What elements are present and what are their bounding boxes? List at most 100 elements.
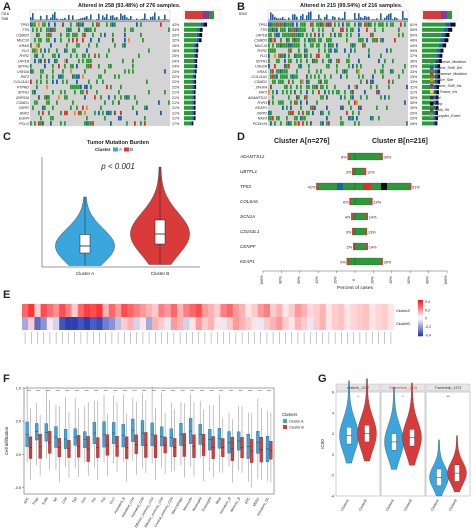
mutation-cell xyxy=(348,58,350,64)
heat-cell xyxy=(152,317,159,330)
mutation-cell xyxy=(272,22,274,27)
mutation-cell xyxy=(358,38,360,43)
x-tick-label: CD8 xyxy=(61,496,68,504)
bar-right-accent xyxy=(364,228,367,235)
heat-cell xyxy=(164,317,171,330)
heat-cell xyxy=(40,304,47,317)
colorbar-tick: -0.2 xyxy=(425,325,431,329)
mutation-cell xyxy=(346,74,348,79)
gene-bar-missense xyxy=(422,53,437,58)
y-tick-label: 2 xyxy=(332,432,334,436)
heat-cell xyxy=(152,304,159,317)
mutation-cell xyxy=(316,22,318,27)
mutation-cell xyxy=(100,95,102,100)
tmb-bar xyxy=(282,16,284,20)
x-tick-label: Cluster A xyxy=(76,271,94,276)
mutation-cell xyxy=(308,84,310,90)
gene-label: KEAP1 xyxy=(255,106,267,110)
oncoplot-b: 8000 TP53 61% TTN 55% LRP1B 50% CSMD3 48% MUC16 44… xyxy=(239,9,467,126)
mutation-cell xyxy=(306,110,308,116)
gene-bar-other xyxy=(445,33,450,37)
mutation-cell xyxy=(110,110,112,116)
gene-bar-other xyxy=(193,95,196,100)
gene-percent: 29% xyxy=(410,117,418,121)
heat-cell xyxy=(102,304,109,317)
mutation-cell xyxy=(78,74,80,79)
mutation-cell xyxy=(88,64,90,69)
gene-bar-missense xyxy=(422,100,434,105)
mutation-cell xyxy=(336,69,338,74)
gene-bar-frameshift xyxy=(433,100,437,105)
x-tick-label: ClusterA xyxy=(385,498,395,512)
pct-right: 14% xyxy=(369,246,377,250)
mutation-cell xyxy=(282,79,284,84)
gene-percent: 61% xyxy=(410,23,418,27)
y-tick-label: -0.5 xyxy=(14,486,21,490)
tmb-bar xyxy=(166,19,168,20)
mutation-cell xyxy=(276,116,278,121)
mutation-cell xyxy=(350,43,352,48)
mutation-cell xyxy=(128,69,130,74)
bar-right xyxy=(354,257,383,266)
mutation-cell xyxy=(112,38,114,43)
gene-bar-frameshift xyxy=(435,59,439,63)
gene-bar-other xyxy=(440,48,444,53)
mutation-cell xyxy=(322,110,324,116)
colorbar-step xyxy=(418,318,423,321)
facet-label: Afatinib_1032 xyxy=(347,386,369,390)
tmb-bar xyxy=(388,13,390,20)
tmb-bar xyxy=(406,18,408,20)
sig-mark: **** xyxy=(56,389,60,393)
mutation-cell xyxy=(316,100,318,105)
legend-label: Amp xyxy=(434,102,442,106)
gene-percent: 33% xyxy=(410,65,418,69)
mutation-cell xyxy=(278,53,280,58)
mutation-cell xyxy=(282,53,284,58)
legend-swatch xyxy=(430,78,434,82)
gene-bar-frameshift xyxy=(192,79,195,84)
mutation-cell xyxy=(64,95,66,100)
mutation-cell xyxy=(354,121,356,126)
pct-left: 6% xyxy=(343,201,349,205)
mutation-cell xyxy=(356,69,358,74)
mutation-cell xyxy=(288,53,290,58)
mutation-cell xyxy=(268,43,270,48)
gene-percent: 28% xyxy=(410,122,418,126)
mutation-cell xyxy=(312,84,314,90)
colorbar-tick: 0 xyxy=(425,317,427,321)
gene-bar-other xyxy=(436,85,440,89)
mutation-cell xyxy=(310,43,312,48)
heat-cell xyxy=(65,304,72,317)
mutation-cell xyxy=(370,84,372,90)
mutation-cell xyxy=(100,32,102,38)
mutation-cell xyxy=(350,116,352,121)
mutation-cell xyxy=(352,116,354,121)
mutation-cell xyxy=(38,32,40,38)
pct-right: 12% xyxy=(367,171,375,175)
mutation-cell xyxy=(84,69,86,74)
mutation-cell xyxy=(300,116,302,121)
mutation-cell xyxy=(370,22,372,27)
mutation-cell xyxy=(282,43,284,48)
mutation-cell xyxy=(44,105,46,110)
mutation-cell xyxy=(382,69,384,74)
mutation-cell xyxy=(302,22,304,27)
mutation-cell xyxy=(100,74,102,79)
mutation-cell xyxy=(372,116,374,121)
mutation-cell xyxy=(298,110,300,116)
tmb-bar xyxy=(340,18,342,20)
mutation-cell xyxy=(358,121,360,126)
mutation-cell xyxy=(108,48,110,53)
legend-swatch-a xyxy=(283,419,287,423)
tmb-bar xyxy=(390,13,392,20)
mutation-cell xyxy=(40,58,42,64)
mutation-cell xyxy=(40,79,42,84)
mutation-cell xyxy=(58,74,60,79)
mutation-cell xyxy=(268,22,270,27)
mutation-cell xyxy=(338,58,340,64)
gene-label: KEAP1 xyxy=(240,259,255,264)
mutation-cell xyxy=(326,38,328,43)
sig-mark: **** xyxy=(229,389,233,393)
heat-cell xyxy=(40,317,47,330)
mutation-cell xyxy=(64,90,66,95)
